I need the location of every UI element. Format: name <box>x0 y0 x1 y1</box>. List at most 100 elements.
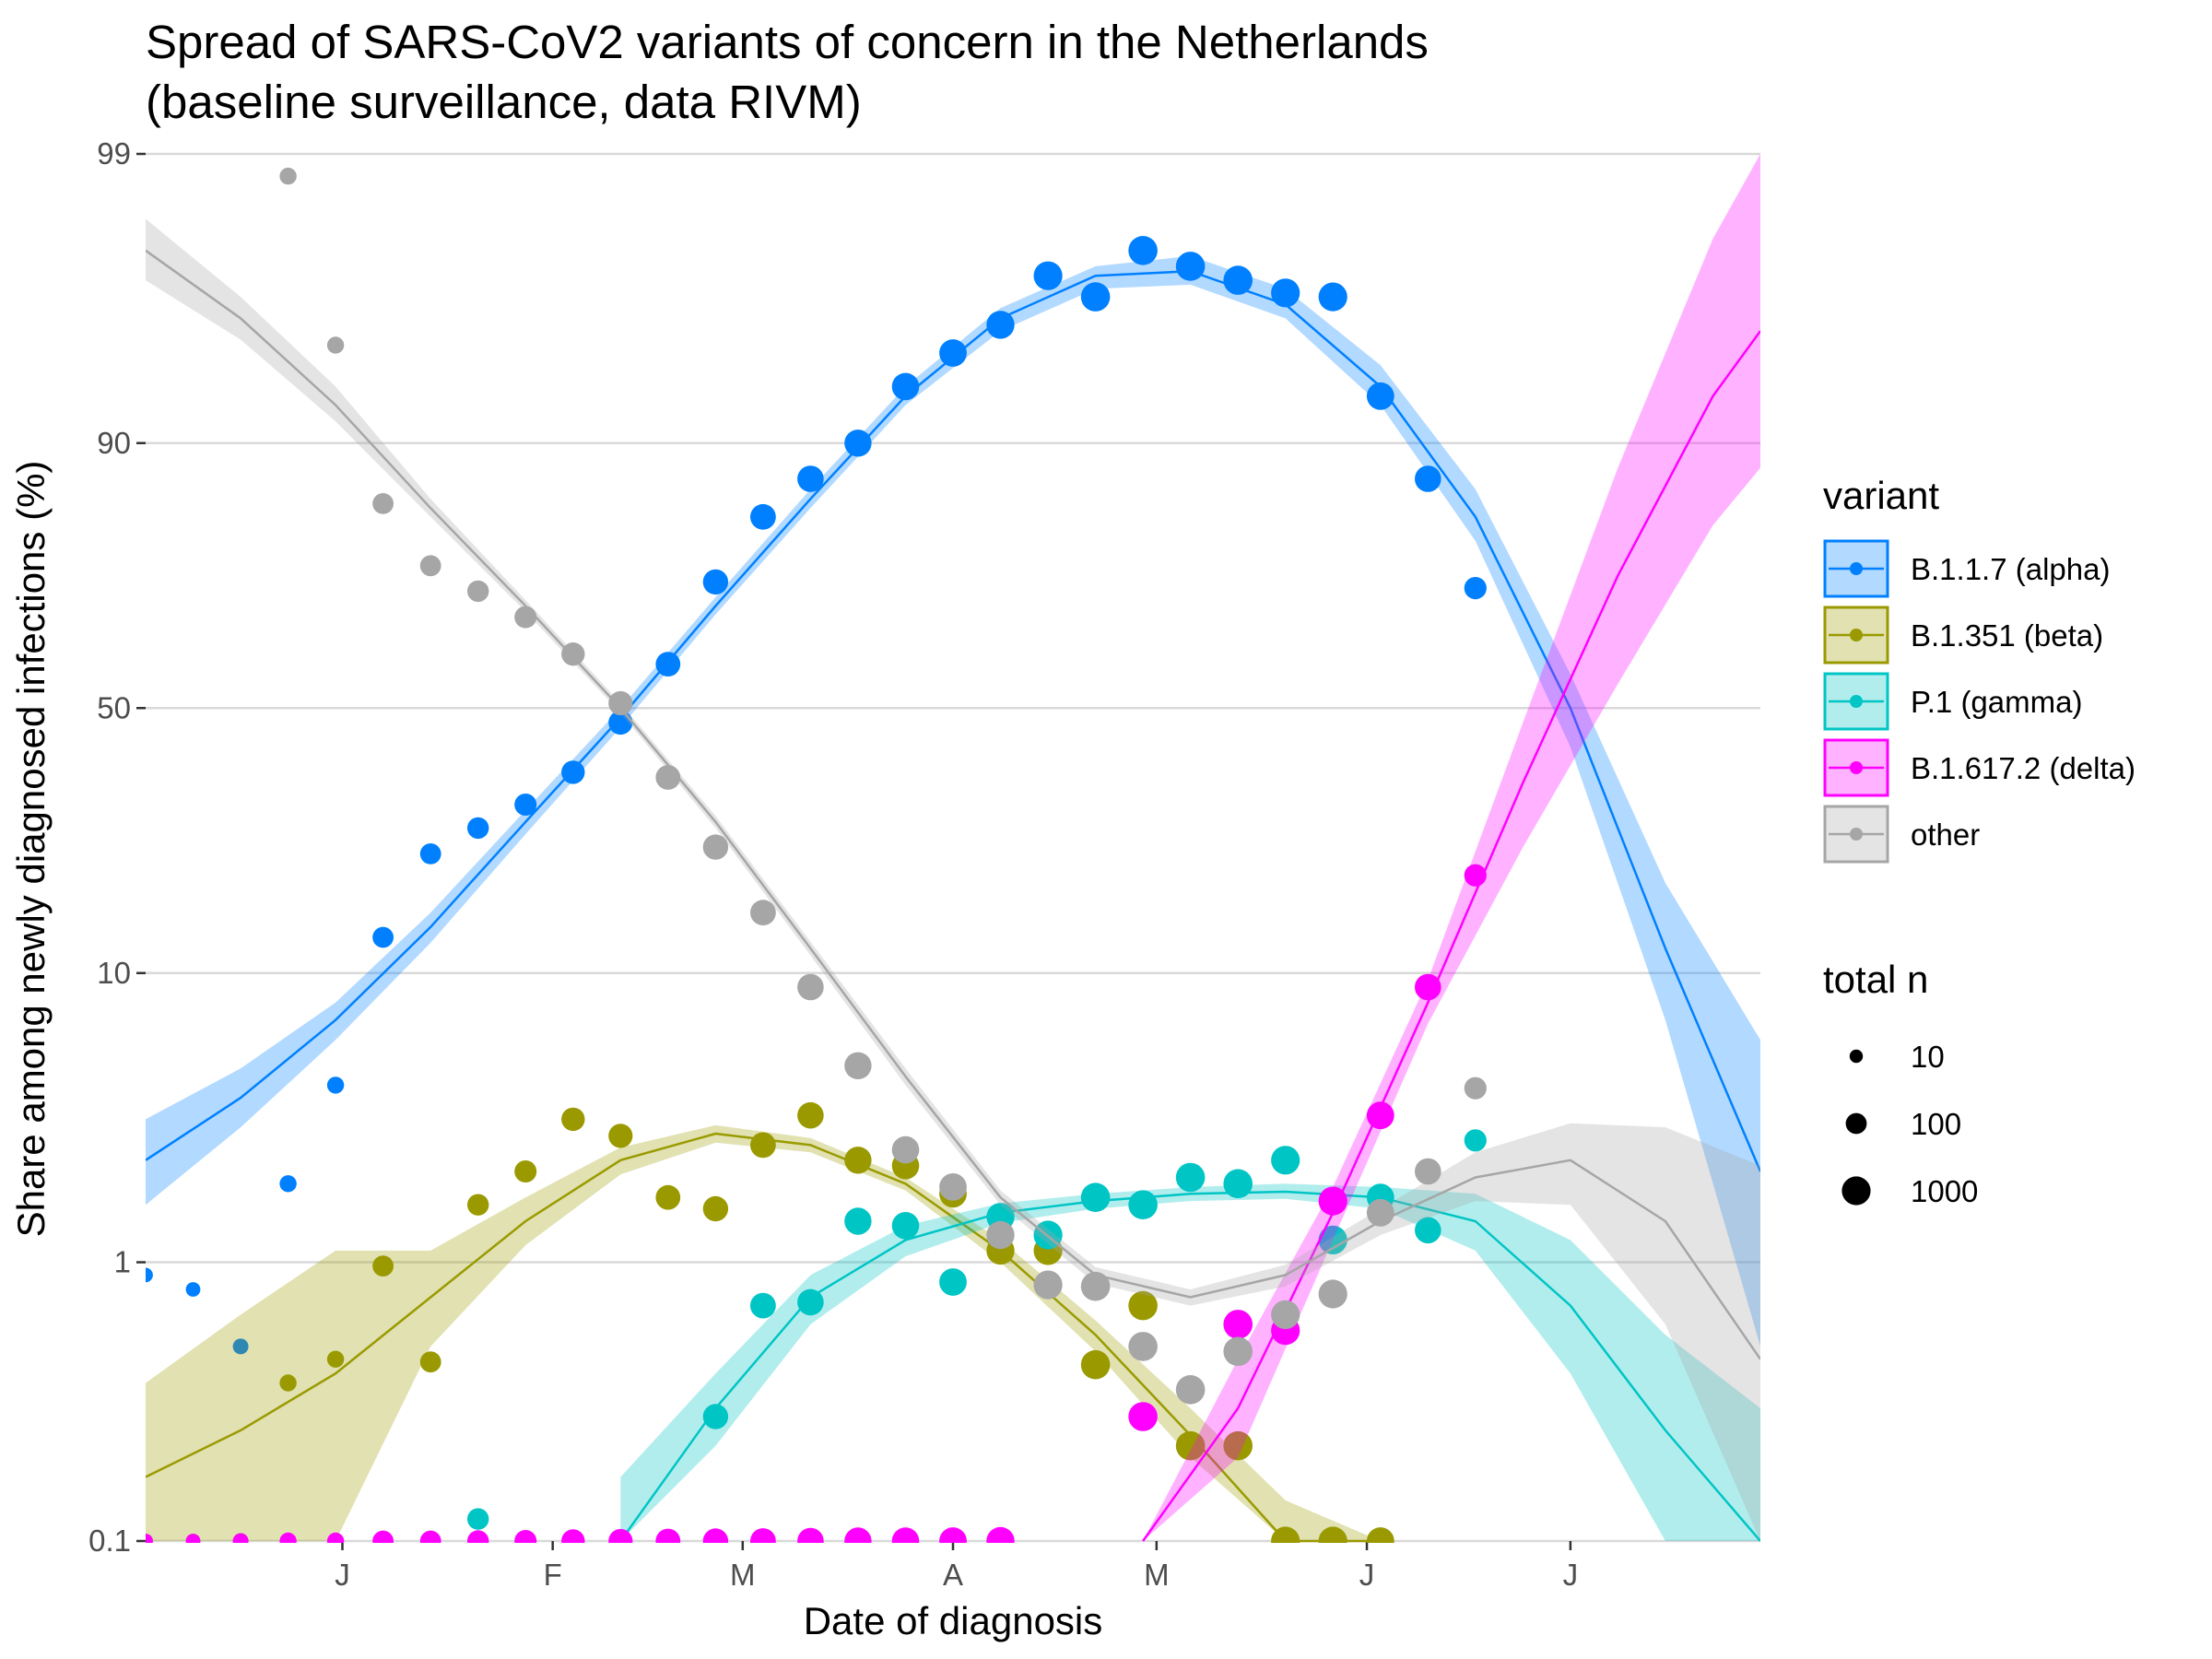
data-point <box>1318 282 1347 312</box>
chart-subtitle: (baseline surveillance, data RIVM) <box>146 76 862 128</box>
data-point <box>1175 1162 1206 1193</box>
chart-title: Spread of SARS-CoV2 variants of concern … <box>146 16 1429 68</box>
data-point <box>1223 1169 1253 1199</box>
data-point <box>702 1528 729 1543</box>
y-axis: 0.1 1 10 50 90 99 <box>88 136 146 1558</box>
data-point <box>1366 1101 1394 1130</box>
y-tick-label: 0.1 <box>88 1524 131 1558</box>
data-point <box>561 760 585 784</box>
data-point <box>467 1508 489 1530</box>
legend-item-p-1-gamma: P.1 (gamma) <box>1823 672 2082 731</box>
data-point <box>326 336 345 354</box>
data-point <box>939 1527 967 1543</box>
series-b-1-1-7-alpha <box>146 235 1760 1355</box>
legend-label: B.1.1.7 (alpha) <box>1911 552 2110 586</box>
data-point <box>419 843 441 865</box>
data-point <box>279 1532 297 1543</box>
data-point <box>1415 973 1441 1001</box>
data-point <box>1080 1271 1111 1301</box>
legend-label: P.1 (gamma) <box>1911 685 2082 719</box>
data-point <box>1415 1158 1441 1185</box>
series-other <box>146 167 1760 1541</box>
data-point <box>1175 1430 1206 1461</box>
data-point <box>561 1529 585 1543</box>
data-point <box>1128 1290 1158 1321</box>
data-point <box>750 900 776 926</box>
data-point <box>326 1532 345 1543</box>
data-point <box>372 926 394 948</box>
plot-area <box>146 154 1760 1543</box>
legend-item-other: other <box>1823 805 1980 864</box>
data-point <box>655 1528 681 1543</box>
data-point <box>608 1528 633 1543</box>
data-point <box>750 1132 776 1159</box>
data-point <box>939 1268 967 1296</box>
data-point <box>797 973 824 1001</box>
data-point <box>467 817 489 840</box>
data-point <box>1271 278 1300 308</box>
data-point <box>1318 1186 1347 1216</box>
data-point <box>797 465 824 492</box>
data-point <box>1128 1190 1158 1219</box>
data-point <box>1366 382 1394 410</box>
fit-line-b-1-617-2-delta <box>1142 330 1760 1542</box>
data-point <box>1415 1217 1441 1244</box>
data-point <box>844 1052 872 1080</box>
data-point <box>232 1533 249 1543</box>
fit-line-other <box>146 249 1760 1360</box>
confidence-band-p-1-gamma <box>620 1183 1760 1541</box>
y-tick-label: 1 <box>114 1245 131 1279</box>
data-point <box>844 1147 872 1174</box>
x-tick-label: A <box>943 1558 963 1592</box>
legend-key-point <box>1850 562 1863 575</box>
data-point <box>1464 577 1487 600</box>
x-tick-label: J <box>1359 1558 1375 1592</box>
data-point <box>797 1288 824 1316</box>
data-point <box>1033 1270 1063 1300</box>
data-point <box>372 1255 394 1277</box>
x-tick-label: J <box>335 1558 350 1592</box>
data-point <box>279 167 297 185</box>
data-point <box>372 1530 394 1543</box>
data-point <box>326 1350 345 1368</box>
data-point <box>608 1124 633 1148</box>
data-point <box>1318 1526 1347 1543</box>
legend: variant total n B.1.1.7 (alpha) B.1.351 (… <box>1823 474 2136 1208</box>
x-tick-label: M <box>1144 1558 1170 1592</box>
data-point <box>467 580 489 603</box>
data-point <box>939 339 967 367</box>
data-point <box>1033 261 1063 290</box>
data-point <box>750 503 776 530</box>
legend-item-b-1-351-beta: B.1.351 (beta) <box>1823 606 2103 665</box>
y-tick-label: 50 <box>97 690 131 724</box>
data-point <box>702 1195 729 1222</box>
legend-size-point <box>1845 1112 1867 1135</box>
y-tick-label: 90 <box>97 426 131 460</box>
confidence-band-b-1-617-2-delta <box>1143 154 1760 1541</box>
data-point <box>419 1351 441 1373</box>
x-tick-label: F <box>544 1558 562 1592</box>
data-point <box>655 765 681 790</box>
data-point <box>514 606 537 629</box>
confidence-band-b-1-351-beta <box>146 1124 1381 1541</box>
data-point <box>514 1160 537 1182</box>
legend-label: B.1.617.2 (delta) <box>1911 751 2136 785</box>
legend-size-item: 1000 <box>1841 1174 1978 1208</box>
legend-size-item: 10 <box>1849 1040 1945 1074</box>
data-point <box>939 1173 967 1201</box>
legend-size-point <box>1841 1176 1871 1206</box>
data-point <box>797 1101 824 1129</box>
legend-key-point <box>1850 828 1863 841</box>
data-point <box>702 569 729 595</box>
series-b-1-351-beta <box>146 1101 1394 1543</box>
data-point <box>279 1175 297 1193</box>
data-point <box>986 1526 1015 1543</box>
legend-size-label: 1000 <box>1911 1174 1978 1208</box>
data-point <box>1271 1146 1300 1175</box>
legend-size-item: 100 <box>1845 1107 1961 1141</box>
data-point <box>702 834 729 860</box>
data-point <box>655 1184 681 1210</box>
